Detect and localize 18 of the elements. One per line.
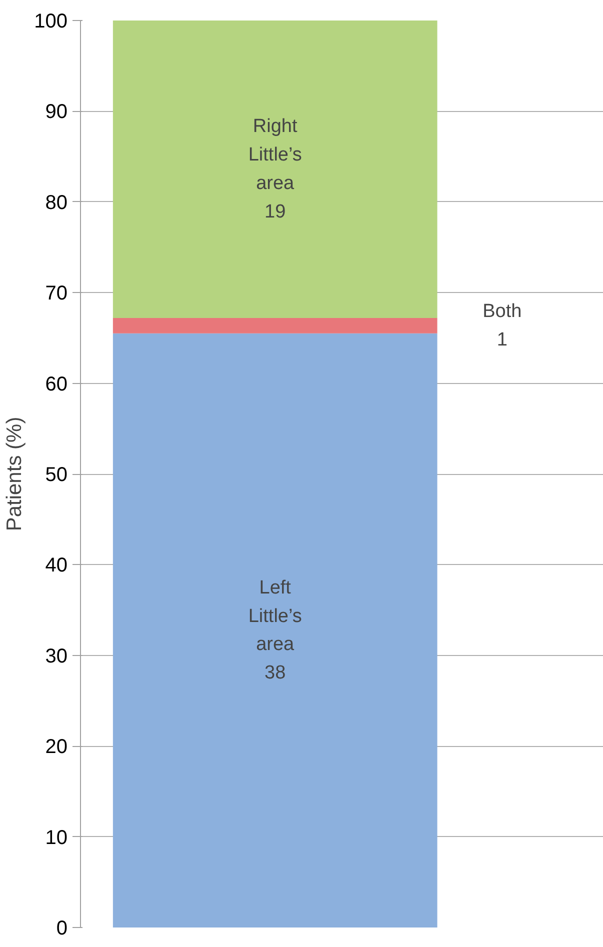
bar — [112, 20, 438, 318]
y-axis-title: Patients (%) — [3, 416, 26, 532]
y-tick-label: 30 — [45, 645, 68, 668]
y-tick-label: 40 — [45, 554, 68, 577]
y-tick-label: 70 — [45, 282, 68, 305]
y-tick-label: 20 — [45, 736, 68, 758]
y-tick-label: 60 — [45, 373, 68, 396]
y-tick-label: 10 — [45, 826, 68, 849]
y-tick-label: 80 — [45, 192, 68, 214]
y-tick-label: 90 — [45, 101, 68, 124]
y-tick-label: 0 — [56, 918, 68, 940]
annotation: Left Little’s area 38 — [248, 577, 302, 684]
annotation: Both 1 — [482, 301, 522, 350]
bar — [112, 318, 438, 334]
annotation: Right Little’s area 19 — [248, 116, 302, 222]
y-tick-label: 100 — [34, 10, 68, 32]
bar — [112, 333, 438, 928]
y-tick-label: 50 — [45, 464, 68, 486]
